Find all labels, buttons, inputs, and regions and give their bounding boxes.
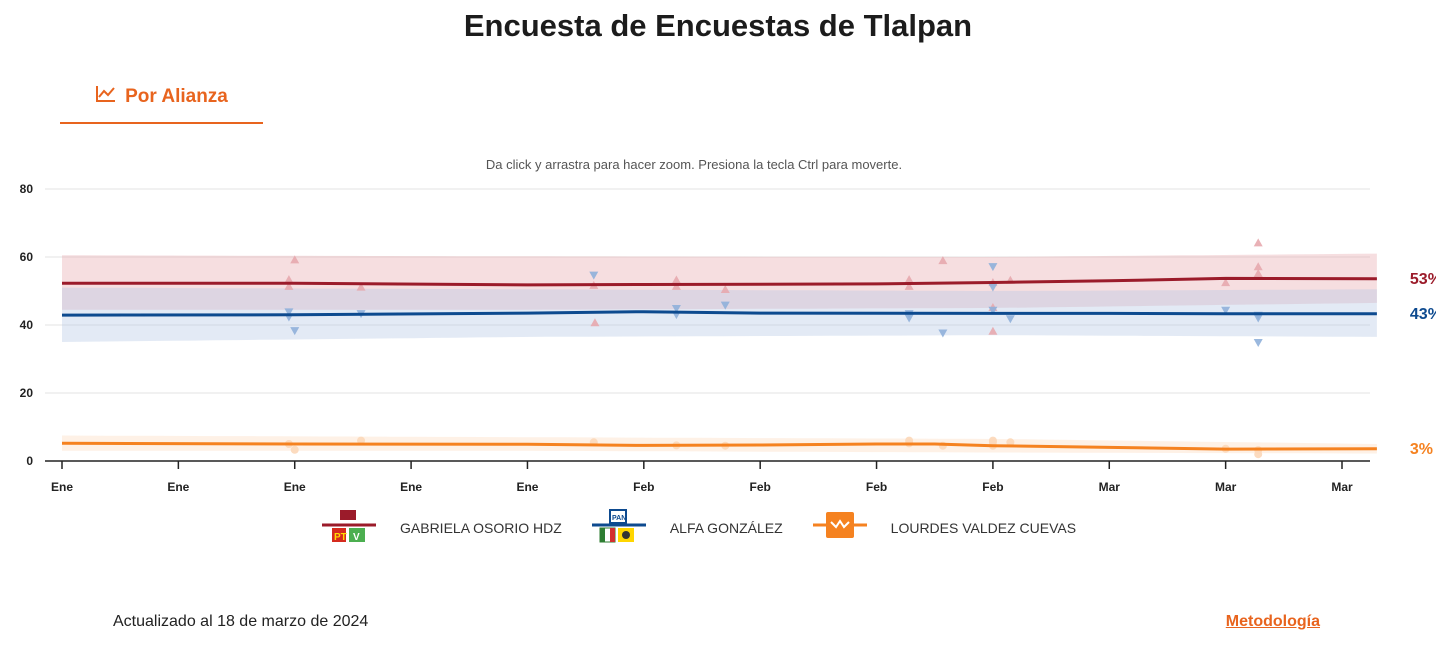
poll-point bbox=[671, 281, 681, 290]
x-tick-label: Ene bbox=[516, 480, 538, 494]
svg-text:PAN: PAN bbox=[612, 515, 626, 522]
poll-point bbox=[284, 308, 294, 317]
poll-point bbox=[284, 281, 294, 290]
poll-point bbox=[938, 329, 948, 338]
poll-point bbox=[284, 275, 294, 284]
y-tick-label: 20 bbox=[20, 386, 34, 400]
y-tick-label: 80 bbox=[20, 182, 34, 196]
legend-item-gabriela[interactable]: PT V GABRIELA OSORIO HDZ bbox=[320, 508, 562, 548]
morena-pt-pvem-logo-icon: PT V bbox=[322, 510, 376, 543]
poll-point bbox=[720, 284, 730, 293]
poll-point bbox=[290, 445, 299, 454]
legend-label: LOURDES VALDEZ CUEVAS bbox=[890, 520, 1077, 536]
end-value-label: 3% bbox=[1410, 441, 1433, 458]
poll-point bbox=[290, 255, 300, 264]
poll-point bbox=[1006, 438, 1015, 447]
poll-point bbox=[904, 314, 914, 323]
legend-item-lourdes[interactable]: LOURDES VALDEZ CUEVAS bbox=[811, 508, 1076, 548]
series-line-0 bbox=[62, 276, 1377, 287]
chart-legend: PT V GABRIELA OSORIO HDZ PAN ALFA GONZÁL… bbox=[320, 498, 1104, 558]
poll-point bbox=[988, 263, 998, 272]
zoom-hint: Da click y arrastra para hacer zoom. Pre… bbox=[485, 157, 903, 172]
poll-point bbox=[1005, 315, 1015, 324]
poll-point bbox=[988, 436, 997, 445]
x-tick-label: Ene bbox=[167, 480, 189, 494]
poll-point bbox=[904, 275, 914, 284]
x-tick-label: Feb bbox=[982, 480, 1003, 494]
poll-point bbox=[720, 301, 730, 310]
movimiento-ciudadano-logo-icon bbox=[812, 512, 867, 538]
poll-point bbox=[671, 275, 681, 284]
poll-point bbox=[290, 327, 300, 336]
line-chart-icon bbox=[95, 84, 117, 110]
poll-point bbox=[1221, 306, 1231, 315]
poll-point bbox=[1253, 339, 1263, 347]
poll-point bbox=[1253, 262, 1263, 271]
x-tick-label: Ene bbox=[400, 480, 422, 494]
poll-point bbox=[904, 281, 914, 290]
legend-label: GABRIELA OSORIO HDZ bbox=[400, 520, 562, 536]
poll-point bbox=[589, 271, 599, 280]
poll-point bbox=[1253, 269, 1263, 277]
legend-label: ALFA GONZÁLEZ bbox=[669, 520, 783, 536]
poll-point bbox=[988, 283, 998, 292]
poll-point bbox=[590, 318, 600, 327]
confidence-band-1 bbox=[62, 287, 1377, 342]
updated-date: Actualizado al 18 de marzo de 2024 bbox=[113, 613, 369, 630]
poll-point bbox=[988, 326, 998, 335]
x-tick-label: Feb bbox=[866, 480, 887, 494]
poll-chart[interactable]: 0 20 40 60 80 Ene Ene Ene Ene Ene Feb Feb Feb Feb Mar M… bbox=[0, 170, 1436, 500]
x-tick-label: Feb bbox=[633, 480, 654, 494]
poll-point bbox=[1253, 238, 1263, 247]
poll-point bbox=[671, 305, 681, 313]
series-line-2 bbox=[61, 441, 1377, 451]
end-value-label: 43% bbox=[1410, 306, 1436, 323]
legend-item-alfa[interactable]: PAN ALFA GONZÁLEZ bbox=[590, 508, 783, 548]
confidence-band-0 bbox=[62, 253, 1377, 310]
pan-pri-prd-logo-icon: PAN bbox=[591, 509, 646, 543]
x-tick-label: Mar bbox=[1331, 480, 1353, 494]
poll-point bbox=[938, 256, 948, 265]
page-title: Encuesta de Encuestas de Tlalpan bbox=[463, 8, 973, 43]
poll-point bbox=[988, 306, 998, 315]
tab-por-alianza[interactable]: Por Alianza bbox=[60, 80, 263, 124]
y-tick-label: 60 bbox=[20, 250, 34, 264]
tab-label: Por Alianza bbox=[125, 86, 228, 107]
x-tick-label: Ene bbox=[284, 480, 306, 494]
y-tick-label: 0 bbox=[26, 454, 33, 468]
x-tick-label: Ene bbox=[51, 480, 73, 494]
end-value-label: 53% bbox=[1410, 271, 1436, 288]
x-tick-label: Mar bbox=[1099, 480, 1121, 494]
poll-point bbox=[1221, 278, 1231, 287]
x-tick-label: Feb bbox=[750, 480, 771, 494]
y-tick-label: 40 bbox=[20, 318, 34, 332]
poll-point bbox=[356, 282, 366, 291]
svg-text:V: V bbox=[353, 532, 360, 543]
methodology-link[interactable]: Metodología bbox=[1225, 613, 1320, 630]
x-tick-label: Mar bbox=[1215, 480, 1237, 494]
series-line-1 bbox=[61, 310, 1377, 317]
svg-text:PT: PT bbox=[334, 532, 347, 543]
